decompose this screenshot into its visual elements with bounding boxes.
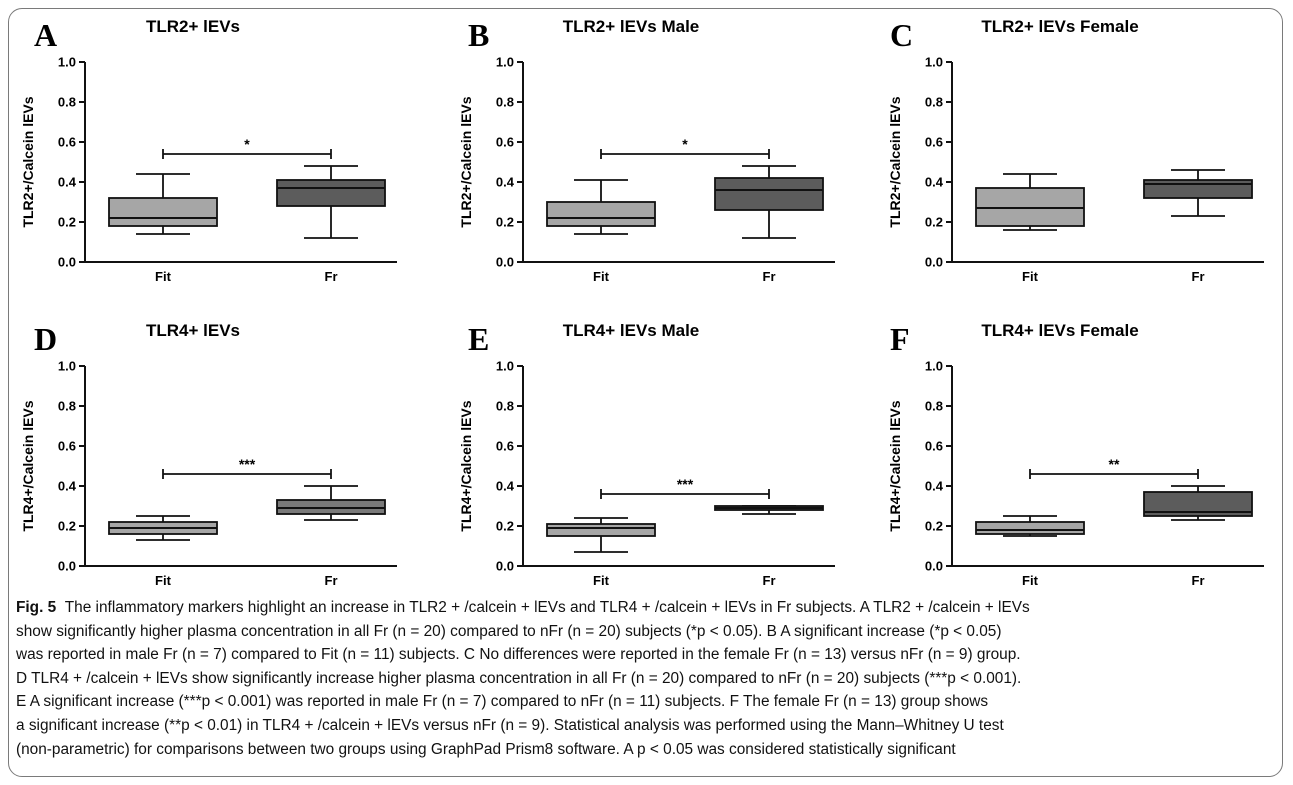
chart-title-c: TLR2+ lEVs Female: [981, 17, 1138, 36]
x-tick-label-f-fr: Fr: [1192, 573, 1205, 588]
y-tick-label-b-5: 1.0: [496, 55, 514, 70]
y-tick-label-f-1: 0.2: [925, 519, 943, 534]
y-tick-label-a-3: 0.6: [58, 135, 76, 150]
y-tick-label-a-5: 1.0: [58, 55, 76, 70]
sig-label-d: ***: [239, 456, 256, 472]
y-tick-label-e-3: 0.6: [496, 439, 514, 454]
y-axis-label-a: TLR2+/Calcein lEVs: [20, 96, 36, 227]
y-tick-label-d-1: 0.2: [58, 519, 76, 534]
figure-caption: Fig. 5 The inflammatory markers highligh…: [16, 596, 1278, 761]
y-tick-label-b-4: 0.8: [496, 95, 514, 110]
y-tick-label-a-2: 0.4: [58, 175, 77, 190]
chart-title-d: TLR4+ lEVs: [146, 321, 240, 340]
x-tick-label-c-fit: Fit: [1022, 269, 1039, 284]
sig-label-b: *: [682, 136, 688, 152]
caption-line-1: show significantly higher plasma concent…: [16, 622, 1002, 640]
y-axis-label-e: TLR4+/Calcein lEVs: [458, 400, 474, 531]
x-tick-label-c-fr: Fr: [1192, 269, 1205, 284]
caption-line-6: (non-parametric) for comparisons between…: [16, 740, 956, 758]
chart-title-a: TLR2+ lEVs: [146, 17, 240, 36]
y-axis-label-d: TLR4+/Calcein lEVs: [20, 400, 36, 531]
figure-label: Fig. 5: [16, 599, 57, 616]
x-tick-label-b-fit: Fit: [593, 269, 610, 284]
y-tick-label-f-4: 0.8: [925, 399, 943, 414]
box-c-fr: [1143, 179, 1253, 199]
sig-label-a: *: [244, 136, 250, 152]
x-tick-label-a-fr: Fr: [325, 269, 338, 284]
y-axis-label-b: TLR2+/Calcein lEVs: [458, 96, 474, 227]
chart-title-b: TLR2+ lEVs Male: [563, 17, 700, 36]
y-tick-label-a-1: 0.2: [58, 215, 76, 230]
panel-letter-d: D: [34, 321, 57, 357]
y-tick-label-b-1: 0.2: [496, 215, 514, 230]
x-tick-label-e-fit: Fit: [593, 573, 610, 588]
y-tick-label-c-0: 0.0: [925, 255, 943, 270]
y-tick-label-d-4: 0.8: [58, 399, 76, 414]
box-a-fr: [276, 179, 386, 207]
panel-letter-a: A: [34, 17, 57, 53]
caption-line-4: E A significant increase (***p < 0.001) …: [16, 693, 989, 711]
panel-letter-b: B: [468, 17, 489, 53]
y-tick-label-b-0: 0.0: [496, 255, 514, 270]
box-f-fit: [975, 521, 1085, 535]
chart-title-f: TLR4+ lEVs Female: [981, 321, 1138, 340]
box-b-fit: [546, 201, 656, 227]
y-tick-label-d-0: 0.0: [58, 559, 76, 574]
y-tick-label-c-2: 0.4: [925, 175, 944, 190]
x-tick-label-e-fr: Fr: [763, 573, 776, 588]
y-tick-label-d-2: 0.4: [58, 479, 77, 494]
y-tick-label-e-0: 0.0: [496, 559, 514, 574]
box-b-fr: [714, 177, 824, 211]
y-axis-label-f: TLR4+/Calcein lEVs: [887, 400, 903, 531]
figure-frame: [8, 8, 1283, 777]
panel-letter-c: C: [890, 17, 913, 53]
caption-line-0: Fig. 5 The inflammatory markers highligh…: [16, 599, 1030, 616]
y-tick-label-c-4: 0.8: [925, 95, 943, 110]
y-tick-label-f-2: 0.4: [925, 479, 944, 494]
panel-letter-e: E: [468, 321, 489, 357]
y-tick-label-e-5: 1.0: [496, 359, 514, 374]
panel-letter-f: F: [890, 321, 910, 357]
x-tick-label-a-fit: Fit: [155, 269, 172, 284]
caption-line-2: was reported in male Fr (n = 7) compared…: [16, 646, 1021, 664]
y-tick-label-c-3: 0.6: [925, 135, 943, 150]
y-tick-label-d-3: 0.6: [58, 439, 76, 454]
sig-label-f: **: [1109, 456, 1120, 472]
x-tick-label-b-fr: Fr: [763, 269, 776, 284]
y-tick-label-e-1: 0.2: [496, 519, 514, 534]
y-tick-label-e-4: 0.8: [496, 399, 514, 414]
box-a-fit: [108, 197, 218, 227]
y-axis-label-c: TLR2+/Calcein lEVs: [887, 96, 903, 227]
y-tick-label-c-1: 0.2: [925, 215, 943, 230]
x-tick-label-f-fit: Fit: [1022, 573, 1039, 588]
y-tick-label-f-5: 1.0: [925, 359, 943, 374]
y-tick-label-a-0: 0.0: [58, 255, 76, 270]
x-tick-label-d-fr: Fr: [325, 573, 338, 588]
chart-title-e: TLR4+ lEVs Male: [563, 321, 700, 340]
y-tick-label-c-5: 1.0: [925, 55, 943, 70]
caption-line-5: a significant increase (**p < 0.01) in T…: [16, 716, 1004, 734]
x-tick-label-d-fit: Fit: [155, 573, 172, 588]
y-tick-label-b-2: 0.4: [496, 175, 515, 190]
caption-line-3: D TLR4 + /calcein + lEVs show significan…: [16, 669, 1022, 687]
y-tick-label-f-0: 0.0: [925, 559, 943, 574]
y-tick-label-f-3: 0.6: [925, 439, 943, 454]
y-tick-label-d-5: 1.0: [58, 359, 76, 374]
sig-label-e: ***: [677, 476, 694, 492]
y-tick-label-b-3: 0.6: [496, 135, 514, 150]
box-e-fit: [546, 523, 656, 537]
figure-charts: A TLR2+ lEVs 0.0 0.2 0.4 0.6 0.8 1.0 TLR2+/Calce…: [20, 17, 1264, 588]
y-tick-label-a-4: 0.8: [58, 95, 76, 110]
y-tick-label-e-2: 0.4: [496, 479, 515, 494]
